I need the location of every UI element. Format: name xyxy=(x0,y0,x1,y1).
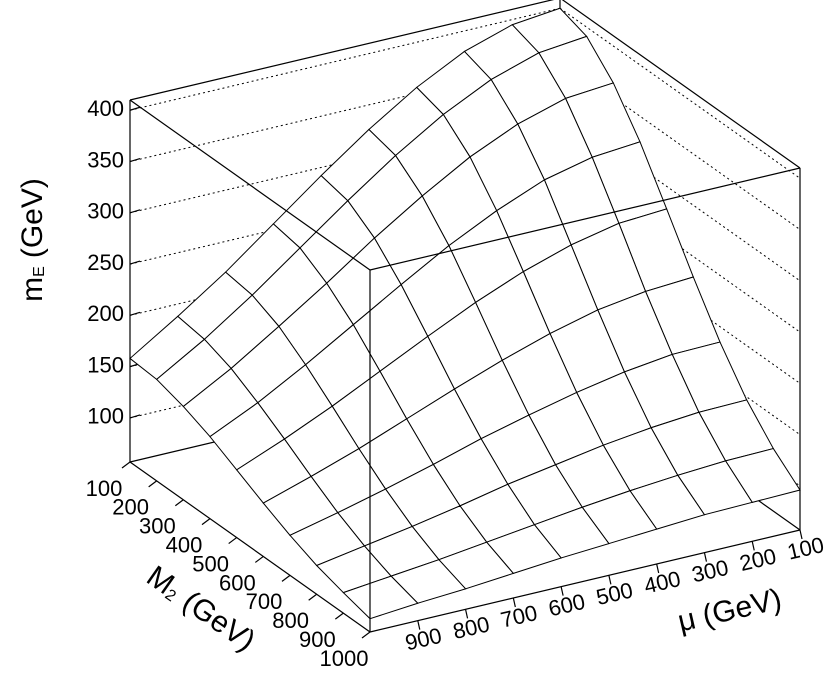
x-tick-label: 500 xyxy=(192,551,229,576)
z-tick xyxy=(129,106,141,111)
x-tick xyxy=(334,612,344,620)
y-label-symbol: μ xyxy=(675,602,699,638)
x-tick-label: 200 xyxy=(112,495,149,520)
grid-line xyxy=(559,7,801,179)
x-tick-label: 600 xyxy=(219,570,256,595)
grid-line xyxy=(129,7,561,111)
box-edge xyxy=(129,0,555,101)
x-tick xyxy=(201,518,211,526)
box-edge xyxy=(369,529,801,633)
z-tick-label: 400 xyxy=(87,96,124,121)
y-tick xyxy=(464,609,469,619)
x-tick xyxy=(121,461,131,469)
x-tick xyxy=(174,499,184,507)
y-tick-label: 600 xyxy=(546,589,587,622)
x-tick xyxy=(308,593,318,601)
x-tick-label: 900 xyxy=(299,627,336,652)
z-tick xyxy=(129,209,141,214)
y-axis-title: μ(GeV) xyxy=(675,583,785,639)
z-tick xyxy=(129,260,141,265)
x-tick-label: 1000 xyxy=(320,646,369,671)
box-edge xyxy=(561,0,801,169)
y-tick-label: 500 xyxy=(594,577,635,610)
z-tick xyxy=(129,311,141,316)
y-tick-label: 900 xyxy=(403,623,444,656)
grid-line xyxy=(129,59,561,163)
grid-line xyxy=(559,161,801,333)
y-tick-label: 300 xyxy=(689,555,730,588)
x-tick xyxy=(148,480,158,488)
y-tick-label: 400 xyxy=(642,566,683,599)
y-tick xyxy=(512,597,516,608)
z-tick-label: 200 xyxy=(87,301,124,326)
z-tick-label: 350 xyxy=(87,147,124,172)
x-tick-label: 100 xyxy=(86,476,123,501)
z-tick xyxy=(129,157,141,163)
z-tick-label: 150 xyxy=(87,352,124,377)
z-tick-label: 100 xyxy=(87,404,124,429)
y-tick xyxy=(608,575,612,585)
x-tick-label: 400 xyxy=(166,532,203,557)
z-axis-title: mE (GeV) xyxy=(16,178,49,302)
x-tick xyxy=(361,631,371,639)
box-edge xyxy=(129,461,371,633)
y-tick xyxy=(560,586,564,596)
x-tick xyxy=(254,555,264,563)
y-tick xyxy=(417,620,421,630)
z-label-subscript: E xyxy=(31,266,48,277)
grid-line xyxy=(559,264,801,436)
box-edge xyxy=(369,167,801,271)
x-tick-label: 300 xyxy=(139,514,176,539)
y-tick-label: 700 xyxy=(498,600,539,633)
y-tick-label: 800 xyxy=(450,611,491,644)
grid-line xyxy=(559,59,801,230)
y-tick xyxy=(751,541,755,551)
y-tick xyxy=(799,529,803,540)
z-tick xyxy=(129,414,141,419)
x-tick xyxy=(281,574,291,582)
y-tick xyxy=(703,552,708,562)
x-tick-label: 800 xyxy=(272,608,309,633)
x-tick-label: 700 xyxy=(246,589,283,614)
z-tick-label: 300 xyxy=(87,199,124,224)
x-tick xyxy=(228,537,238,545)
grid-line xyxy=(559,110,801,282)
y-tick-label: 100 xyxy=(785,532,826,565)
y-tick xyxy=(656,563,660,574)
z-tick-label: 250 xyxy=(87,250,124,275)
z-label-symbol: m xyxy=(16,277,49,302)
y-tick-label: 200 xyxy=(737,543,778,576)
grid-line xyxy=(559,212,801,384)
z-label-unit: (GeV) xyxy=(16,178,49,258)
y-label-unit: (GeV) xyxy=(699,583,784,633)
box-edge xyxy=(129,99,371,271)
